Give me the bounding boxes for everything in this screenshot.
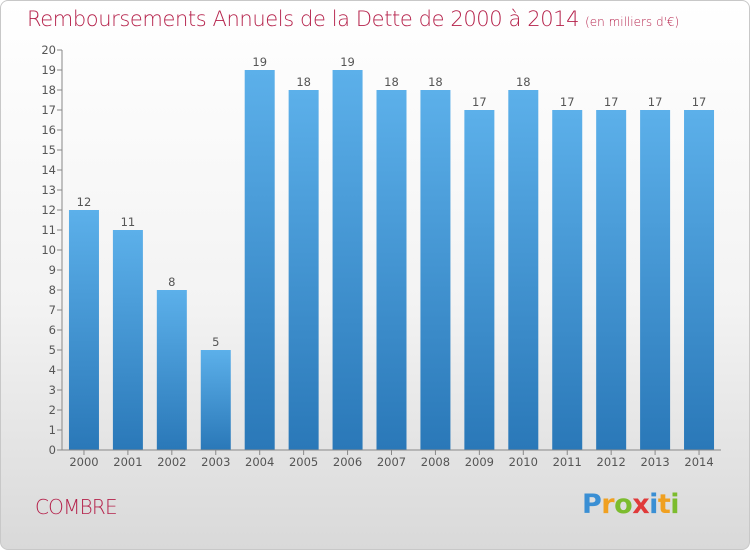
- value-label: 18: [516, 75, 531, 89]
- y-tick-label: 8: [49, 283, 56, 297]
- x-tick-label: 2005: [289, 455, 318, 469]
- x-tick-label: 2002: [157, 455, 186, 469]
- bar: [464, 110, 495, 450]
- logo-letter: r: [601, 489, 615, 520]
- bar: [508, 90, 539, 450]
- y-tick-label: 7: [49, 303, 56, 317]
- logo-letter: P: [582, 489, 602, 520]
- y-tick-label: 14: [41, 163, 56, 177]
- logo-letter: x: [632, 489, 650, 520]
- value-label: 12: [77, 195, 92, 209]
- y-tick-label: 1: [49, 423, 56, 437]
- y-tick-label: 0: [49, 443, 56, 457]
- logo-letter: t: [657, 489, 671, 520]
- value-label: 11: [121, 215, 136, 229]
- bar: [244, 70, 275, 450]
- x-tick-label: 2014: [684, 455, 713, 469]
- x-axis: 2000 2001 2002 2003 2004 2005 2006 2007 2008 2009…: [62, 449, 721, 469]
- x-tick-label: 2001: [113, 455, 142, 469]
- y-tick-label: 4: [49, 363, 56, 377]
- bar: [112, 230, 143, 450]
- y-tick-label: 6: [49, 323, 56, 337]
- bar: [420, 90, 451, 450]
- y-tick-label: 3: [49, 383, 56, 397]
- y-tick-label: 16: [41, 123, 56, 137]
- bar: [596, 110, 627, 450]
- logo-letter: o: [614, 489, 633, 520]
- value-label: 18: [296, 75, 311, 89]
- logo-letter: i: [649, 489, 658, 520]
- data-labels: 12 11 8 5 19 18 19 18 18 17 18 17 17 17 17: [77, 55, 707, 349]
- bar: [552, 110, 583, 450]
- x-tick-label: 2011: [553, 455, 582, 469]
- value-label: 17: [692, 95, 707, 109]
- y-tick-label: 11: [41, 223, 56, 237]
- value-label: 19: [340, 55, 355, 69]
- y-tick-label: 15: [41, 143, 56, 157]
- value-label: 17: [560, 95, 575, 109]
- value-label: 5: [212, 335, 219, 349]
- value-label: 18: [384, 75, 399, 89]
- value-label: 19: [252, 55, 267, 69]
- value-label: 8: [168, 275, 175, 289]
- bars: [68, 70, 715, 450]
- value-label: 17: [604, 95, 619, 109]
- bar: [200, 350, 231, 450]
- y-tick-label: 17: [41, 103, 56, 117]
- logo-letter: i: [670, 489, 680, 520]
- value-label: 18: [428, 75, 443, 89]
- bar: [640, 110, 671, 450]
- value-label: 17: [472, 95, 487, 109]
- x-tick-label: 2012: [597, 455, 626, 469]
- y-tick-label: 20: [41, 43, 56, 57]
- bar: [288, 90, 319, 450]
- x-tick-label: 2009: [465, 455, 494, 469]
- y-tick-label: 5: [49, 343, 56, 357]
- x-tick-label: 2006: [333, 455, 362, 469]
- chart-title: Remboursements Annuels de la Dette de 20…: [27, 7, 679, 31]
- proxiti-logo: Proxiti: [582, 489, 680, 520]
- bar: [376, 90, 407, 450]
- city-name: COMBRE: [35, 495, 118, 519]
- y-tick-label: 13: [41, 183, 56, 197]
- x-tick-label: 2007: [377, 455, 406, 469]
- y-tick-label: 19: [41, 63, 56, 77]
- y-tick-label: 12: [41, 203, 56, 217]
- bar: [156, 290, 187, 450]
- y-tick-label: 10: [41, 243, 56, 257]
- x-tick-label: 2008: [421, 455, 450, 469]
- chart-title-text: Remboursements Annuels de la Dette de 20…: [27, 7, 580, 31]
- x-tick-label: 2013: [640, 455, 669, 469]
- x-tick-label: 2000: [69, 455, 98, 469]
- bar: [332, 70, 363, 450]
- bar: [684, 110, 715, 450]
- bar: [68, 210, 99, 450]
- x-tick-label: 2004: [245, 455, 274, 469]
- x-tick-label: 2003: [201, 455, 230, 469]
- value-label: 17: [648, 95, 663, 109]
- chart-subtitle: (en milliers d'€): [585, 15, 680, 29]
- y-tick-label: 18: [41, 83, 56, 97]
- y-tick-label: 2: [49, 403, 56, 417]
- x-tick-label: 2010: [509, 455, 538, 469]
- y-tick-label: 9: [49, 263, 56, 277]
